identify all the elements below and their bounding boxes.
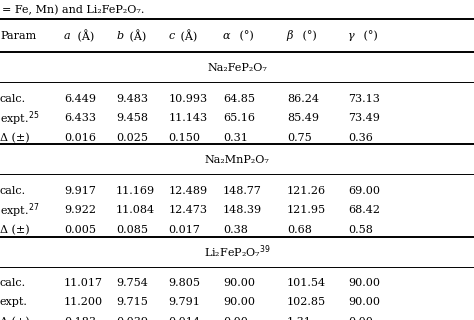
Text: 148.77: 148.77 bbox=[223, 186, 262, 196]
Text: b: b bbox=[116, 31, 123, 41]
Text: γ: γ bbox=[348, 31, 355, 41]
Text: 9.715: 9.715 bbox=[116, 298, 148, 308]
Text: 101.54: 101.54 bbox=[287, 278, 326, 288]
Text: (°): (°) bbox=[236, 30, 253, 41]
Text: a: a bbox=[64, 31, 71, 41]
Text: 0.38: 0.38 bbox=[223, 225, 247, 235]
Text: α: α bbox=[223, 31, 230, 41]
Text: 90.00: 90.00 bbox=[223, 278, 255, 288]
Text: 11.143: 11.143 bbox=[168, 113, 208, 123]
Text: 0.75: 0.75 bbox=[287, 133, 311, 143]
Text: 0.00: 0.00 bbox=[348, 317, 373, 320]
Text: 0.150: 0.150 bbox=[168, 133, 201, 143]
Text: = Fe, Mn) and Li₂FeP₂O₇.: = Fe, Mn) and Li₂FeP₂O₇. bbox=[2, 5, 145, 15]
Text: (Å): (Å) bbox=[126, 29, 146, 42]
Text: 9.922: 9.922 bbox=[64, 205, 96, 215]
Text: 90.00: 90.00 bbox=[223, 298, 255, 308]
Text: 0.68: 0.68 bbox=[287, 225, 311, 235]
Text: 90.00: 90.00 bbox=[348, 298, 381, 308]
Text: (Å): (Å) bbox=[177, 29, 197, 42]
Text: Na₂MnP₂O₇: Na₂MnP₂O₇ bbox=[205, 155, 269, 165]
Text: 11.200: 11.200 bbox=[64, 298, 103, 308]
Text: 9.791: 9.791 bbox=[168, 298, 200, 308]
Text: 68.42: 68.42 bbox=[348, 205, 381, 215]
Text: 10.993: 10.993 bbox=[168, 94, 208, 104]
Text: 9.917: 9.917 bbox=[64, 186, 96, 196]
Text: (°): (°) bbox=[360, 30, 378, 41]
Text: Δ (±): Δ (±) bbox=[0, 132, 29, 143]
Text: 9.458: 9.458 bbox=[116, 113, 148, 123]
Text: 0.183: 0.183 bbox=[64, 317, 96, 320]
Text: 12.489: 12.489 bbox=[168, 186, 208, 196]
Text: 6.433: 6.433 bbox=[64, 113, 96, 123]
Text: 86.24: 86.24 bbox=[287, 94, 319, 104]
Text: 11.169: 11.169 bbox=[116, 186, 155, 196]
Text: β: β bbox=[287, 30, 293, 41]
Text: calc.: calc. bbox=[0, 278, 26, 288]
Text: expt.: expt. bbox=[0, 298, 28, 308]
Text: 69.00: 69.00 bbox=[348, 186, 381, 196]
Text: 73.49: 73.49 bbox=[348, 113, 380, 123]
Text: Param: Param bbox=[0, 31, 36, 41]
Text: 0.016: 0.016 bbox=[64, 133, 96, 143]
Text: 64.85: 64.85 bbox=[223, 94, 255, 104]
Text: 0.039: 0.039 bbox=[116, 317, 148, 320]
Text: 0.58: 0.58 bbox=[348, 225, 373, 235]
Text: 65.16: 65.16 bbox=[223, 113, 255, 123]
Text: 0.36: 0.36 bbox=[348, 133, 373, 143]
Text: Δ (±): Δ (±) bbox=[0, 317, 29, 320]
Text: Na₂FeP₂O₇: Na₂FeP₂O₇ bbox=[207, 63, 267, 73]
Text: 9.805: 9.805 bbox=[168, 278, 201, 288]
Text: (°): (°) bbox=[299, 30, 316, 41]
Text: 0.017: 0.017 bbox=[168, 225, 200, 235]
Text: expt.$^{25}$: expt.$^{25}$ bbox=[0, 109, 39, 128]
Text: 90.00: 90.00 bbox=[348, 278, 381, 288]
Text: 85.49: 85.49 bbox=[287, 113, 319, 123]
Text: 0.085: 0.085 bbox=[116, 225, 148, 235]
Text: (Å): (Å) bbox=[74, 29, 95, 42]
Text: calc.: calc. bbox=[0, 186, 26, 196]
Text: 9.483: 9.483 bbox=[116, 94, 148, 104]
Text: 121.95: 121.95 bbox=[287, 205, 326, 215]
Text: 0.014: 0.014 bbox=[168, 317, 201, 320]
Text: 11.017: 11.017 bbox=[64, 278, 103, 288]
Text: 6.449: 6.449 bbox=[64, 94, 96, 104]
Text: calc.: calc. bbox=[0, 94, 26, 104]
Text: 0.025: 0.025 bbox=[116, 133, 148, 143]
Text: 9.754: 9.754 bbox=[116, 278, 148, 288]
Text: c: c bbox=[168, 31, 174, 41]
Text: 102.85: 102.85 bbox=[287, 298, 326, 308]
Text: expt.$^{27}$: expt.$^{27}$ bbox=[0, 201, 39, 220]
Text: Li₂FeP₂O₇$^{39}$: Li₂FeP₂O₇$^{39}$ bbox=[204, 244, 270, 260]
Text: 0.00: 0.00 bbox=[223, 317, 247, 320]
Text: 148.39: 148.39 bbox=[223, 205, 262, 215]
Text: 12.473: 12.473 bbox=[168, 205, 207, 215]
Text: 73.13: 73.13 bbox=[348, 94, 380, 104]
Text: 0.31: 0.31 bbox=[223, 133, 247, 143]
Text: 11.084: 11.084 bbox=[116, 205, 155, 215]
Text: 1.31: 1.31 bbox=[287, 317, 311, 320]
Text: Δ (±): Δ (±) bbox=[0, 225, 29, 235]
Text: 121.26: 121.26 bbox=[287, 186, 326, 196]
Text: 0.005: 0.005 bbox=[64, 225, 96, 235]
